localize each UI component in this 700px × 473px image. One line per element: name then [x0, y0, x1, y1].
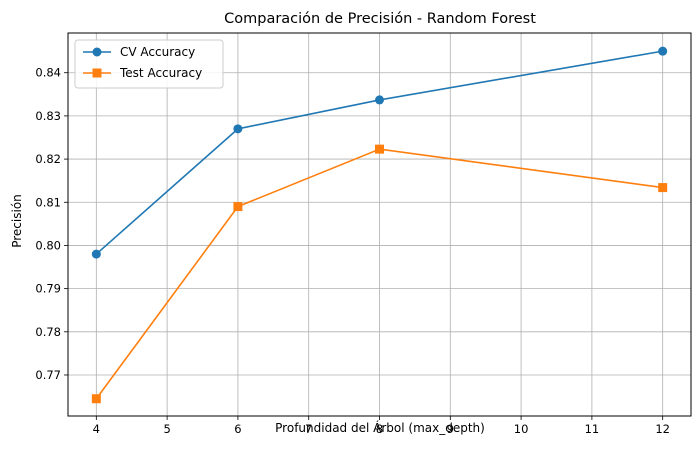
data-point-circle: [91, 249, 101, 259]
series-cv-accuracy: [91, 46, 668, 259]
data-point-circle: [233, 124, 243, 134]
data-point-square: [658, 183, 668, 193]
legend-box: [74, 39, 224, 89]
y-tick-label: 0.83: [35, 109, 61, 123]
legend-label: CV Accuracy: [120, 45, 195, 59]
chart-title: Comparación de Precisión - Random Forest: [224, 11, 536, 27]
series-test-accuracy: [91, 144, 668, 404]
x-axis-label: Profundidad del Árbol (max_depth): [275, 420, 485, 435]
legend-marker-circle: [92, 47, 102, 57]
series-line: [95, 50, 663, 255]
legend: CV Accuracy Test Accuracy: [74, 39, 224, 89]
x-tick-label: 6: [234, 422, 241, 436]
axis-ticks: 4 5 6 7 8 9 10 11 12 0.77 0.78 0.79 0.80 0.81 0.82 0.83…: [35, 66, 670, 436]
y-tick-label: 0.77: [35, 368, 61, 382]
x-tick-label: 12: [655, 422, 670, 436]
y-tick-label: 0.84: [35, 66, 61, 80]
grid: [68, 33, 691, 416]
legend-item: Test Accuracy: [83, 66, 202, 80]
x-tick-label: 7: [305, 422, 312, 436]
x-tick-label: 9: [447, 422, 454, 436]
x-tick-label: 10: [514, 422, 529, 436]
data-point-square: [91, 394, 101, 404]
x-tick-label: 5: [163, 422, 170, 436]
data-point-square: [375, 144, 384, 154]
data-point-square: [233, 202, 243, 212]
y-tick-label: 0.78: [35, 325, 61, 339]
series-line: [95, 148, 663, 400]
y-axis-label: Precisión: [10, 194, 24, 248]
y-tick-label: 0.79: [35, 282, 61, 296]
data-point-circle: [658, 46, 668, 56]
x-tick-label: 8: [376, 422, 383, 436]
data-point-circle: [375, 95, 384, 105]
legend-marker-square: [92, 68, 102, 78]
x-tick-label: 11: [585, 422, 600, 436]
y-tick-label: 0.82: [35, 152, 61, 166]
legend-item: CV Accuracy: [83, 45, 195, 59]
legend-label: Test Accuracy: [119, 66, 202, 80]
plot-series: [91, 46, 668, 404]
y-tick-label: 0.80: [35, 238, 61, 252]
y-tick-label: 0.81: [35, 195, 61, 209]
x-tick-label: 4: [93, 422, 100, 436]
